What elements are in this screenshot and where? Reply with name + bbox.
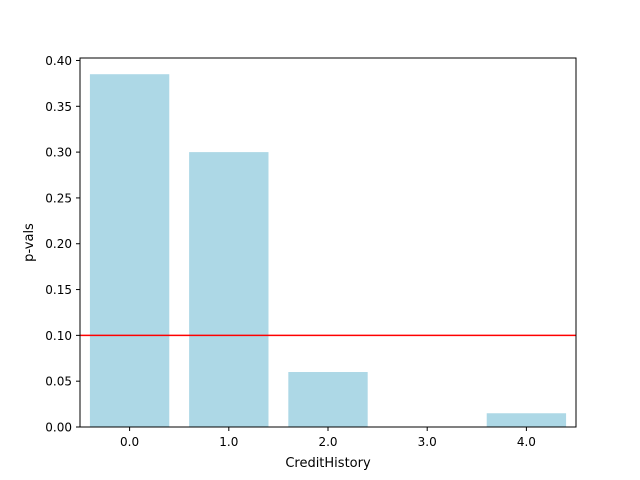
y-tick-label: 0.40: [45, 54, 72, 68]
y-tick-label: 0.30: [45, 146, 72, 160]
x-axis-label: CreditHistory: [285, 456, 371, 471]
x-tick-label: 2.0: [318, 435, 337, 449]
y-axis-ticks: 0.00 0.05 0.10 0.15 0.20 0.25 0.30 0.35 0.40: [45, 54, 80, 435]
y-tick-label: 0.20: [45, 237, 72, 251]
x-tick-label: 0.0: [120, 435, 139, 449]
plot-frame: [79, 57, 577, 428]
x-tick-label: 4.0: [517, 435, 536, 449]
y-axis-label: p-vals: [22, 223, 37, 262]
y-tick-label: 0.25: [45, 191, 72, 205]
y-tick-label: 0.00: [45, 421, 72, 435]
y-tick-label: 0.35: [45, 100, 72, 114]
y-tick-label: 0.05: [45, 375, 72, 389]
y-tick-label: 0.15: [45, 283, 72, 297]
x-tick-label: 1.0: [219, 435, 238, 449]
x-axis-ticks: 0.0 1.0 2.0 3.0 4.0: [120, 427, 536, 449]
bar-2.0: [288, 372, 368, 427]
x-tick-label: 3.0: [418, 435, 437, 449]
bar-1.0: [189, 152, 269, 428]
bar-4.0: [486, 413, 567, 427]
y-tick-label: 0.10: [45, 329, 72, 343]
bar-0.0: [89, 74, 170, 427]
bars-group: [89, 74, 567, 428]
